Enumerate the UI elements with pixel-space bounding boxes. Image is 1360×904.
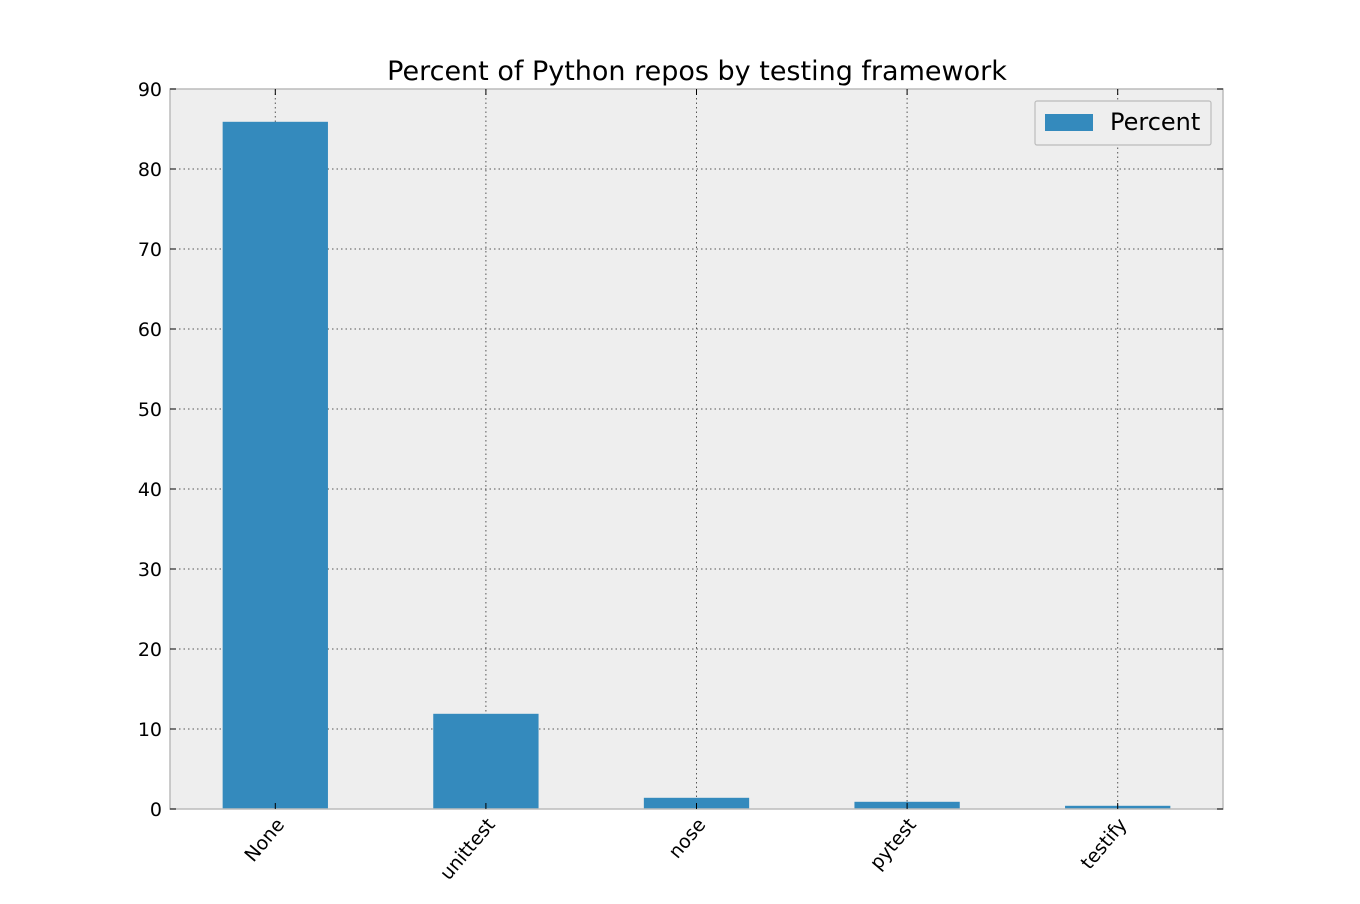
y-tick-label: 10 xyxy=(138,719,162,741)
legend-swatch xyxy=(1045,114,1093,131)
legend: Percent xyxy=(1034,100,1212,146)
y-tick-label: 60 xyxy=(138,319,162,341)
y-tick-label: 50 xyxy=(138,399,162,421)
legend-box xyxy=(1034,100,1212,146)
y-tick-labels: 0 10 20 30 40 50 60 70 80 90 xyxy=(138,79,162,821)
x-tick-label: unittest xyxy=(436,814,500,884)
y-tick-label: 80 xyxy=(138,159,162,181)
y-tick-label: 30 xyxy=(138,559,162,581)
bar-none xyxy=(222,121,328,810)
y-tick-label: 40 xyxy=(138,479,162,501)
x-tick-label: pytest xyxy=(866,814,921,874)
y-tick-label: 0 xyxy=(150,799,162,821)
y-tick-label: 90 xyxy=(138,79,162,101)
chart-title: Percent of Python repos by testing frame… xyxy=(387,56,1007,87)
y-tick-label: 70 xyxy=(138,239,162,261)
legend-label: Percent xyxy=(1110,108,1200,136)
y-tick-label: 20 xyxy=(138,639,162,661)
tick-marks xyxy=(170,88,1223,810)
bars xyxy=(222,121,1171,810)
x-tick-labels: None unittest nose pytest testify xyxy=(240,814,1131,884)
x-tick-label: None xyxy=(240,814,289,866)
x-tick-label: nose xyxy=(664,814,710,863)
x-tick-label: testify xyxy=(1077,814,1132,874)
bar-unittest xyxy=(433,713,539,809)
